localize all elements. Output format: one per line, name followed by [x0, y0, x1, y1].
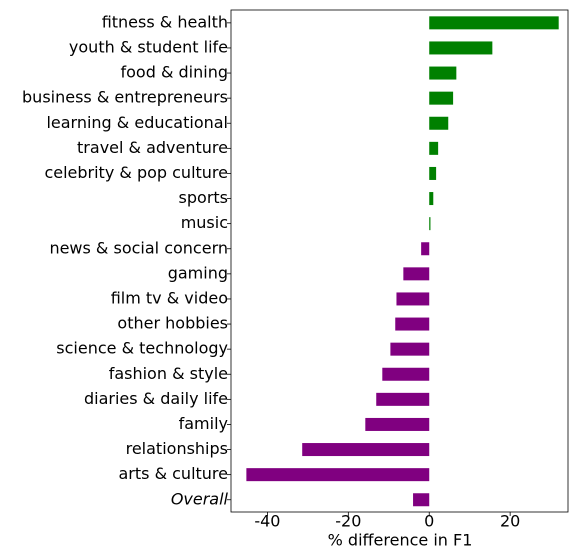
y-tick-label: science & technology: [56, 339, 228, 358]
bar: [429, 192, 434, 206]
bar: [382, 367, 430, 381]
bar: [429, 141, 439, 155]
bar: [395, 317, 430, 331]
y-tick-label: family: [179, 414, 228, 433]
y-tick-label: diaries & daily life: [84, 389, 228, 408]
y-tick-label: celebrity & pop culture: [44, 163, 228, 182]
y-tick-label: youth & student life: [69, 37, 228, 56]
y-tick-label: other hobbies: [117, 314, 228, 333]
y-tick-label: Overall: [171, 489, 229, 508]
x-tick-label: 20: [500, 512, 520, 531]
bar: [429, 166, 437, 180]
y-tick-label: food & dining: [121, 63, 229, 82]
y-tick-label: gaming: [168, 263, 228, 282]
plot-frame: [230, 9, 569, 513]
x-tick-label: -20: [335, 512, 361, 531]
bar: [302, 443, 430, 457]
bar: [403, 267, 430, 281]
bar: [429, 116, 449, 130]
bar: [421, 242, 430, 256]
y-tick-label: news & social concern: [49, 238, 228, 257]
y-tick-label: fitness & health: [102, 12, 228, 31]
bar: [429, 66, 457, 80]
y-tick-label: arts & culture: [118, 464, 228, 483]
y-tick-label: film tv & video: [111, 288, 228, 307]
y-tick-label: learning & educational: [46, 113, 228, 132]
bar: [365, 417, 430, 431]
y-tick-label: music: [181, 213, 228, 232]
bar: [396, 292, 430, 306]
bar: [413, 493, 430, 507]
bar: [429, 16, 559, 30]
y-tick-label: sports: [179, 188, 228, 207]
bar: [429, 217, 431, 231]
y-tick-label: business & entrepreneurs: [22, 88, 228, 107]
y-tick-label: travel & adventure: [77, 138, 228, 157]
x-tick-label: -40: [254, 512, 280, 531]
bar: [429, 91, 454, 105]
bar: [246, 468, 430, 482]
y-tick-label: fashion & style: [109, 364, 228, 383]
bar: [390, 342, 430, 356]
y-tick-label: relationships: [126, 439, 228, 458]
bar: [376, 392, 430, 406]
x-tick-label: 0: [424, 512, 434, 531]
bar: [429, 41, 493, 55]
x-axis-label: % difference in F1: [328, 531, 473, 550]
